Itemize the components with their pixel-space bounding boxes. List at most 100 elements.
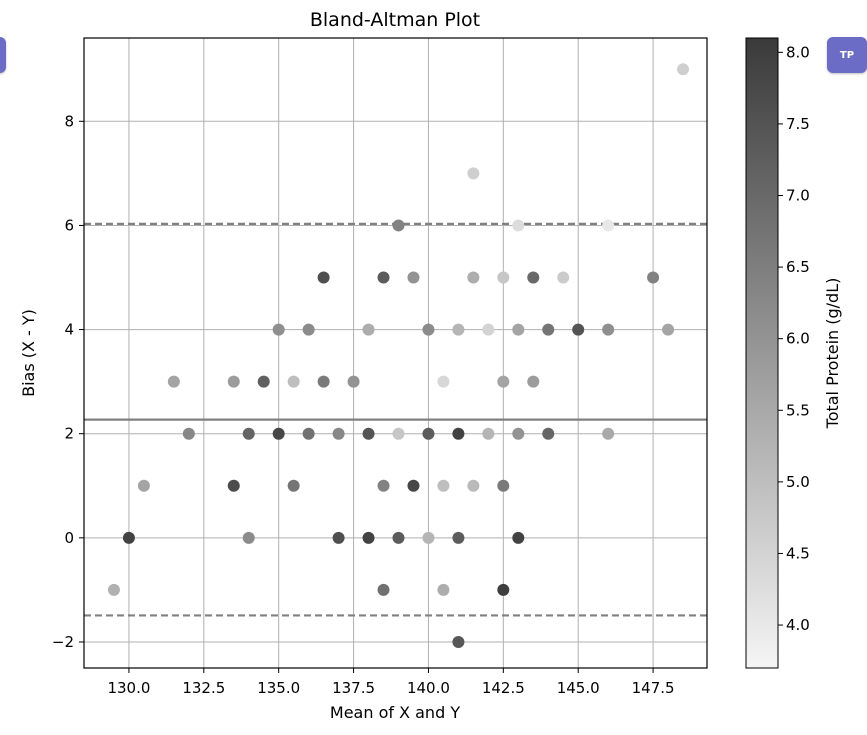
data-point (242, 531, 255, 544)
data-point (437, 479, 450, 492)
x-tick-label: 140.0 (407, 679, 450, 697)
x-tick-label: 135.0 (257, 679, 300, 697)
data-point (347, 375, 360, 388)
data-point (662, 323, 675, 336)
data-point (317, 375, 330, 388)
colorbar-label: Total Protein (g/dL) (823, 278, 842, 430)
x-axis-ticks: 130.0 132.5 135.0 137.5 140.0 142.5 145.0 147.5 (107, 668, 675, 697)
colorbar-ticks: 4.0 4.5 5.0 5.5 6.0 6.5 7.0 7.5 8.0 (778, 43, 810, 634)
data-point (392, 531, 405, 544)
data-point (422, 427, 435, 440)
colorbar-tick-label: 6.0 (786, 330, 810, 348)
data-point (242, 427, 255, 440)
plot-grid (84, 38, 707, 668)
data-point (542, 323, 555, 336)
y-axis-label: Bias (X - Y) (19, 309, 38, 397)
data-point (182, 427, 195, 440)
data-point (602, 219, 615, 232)
data-point (332, 531, 345, 544)
tp-overlay-button-left[interactable]: TP (0, 37, 6, 73)
data-point (557, 271, 570, 284)
data-point (287, 375, 300, 388)
data-point (407, 479, 420, 492)
data-point (602, 427, 615, 440)
y-tick-label: −2 (52, 633, 74, 651)
colorbar-tick-label: 6.5 (786, 258, 810, 276)
data-point (452, 427, 465, 440)
data-point (377, 271, 390, 284)
colorbar-tick-label: 8.0 (786, 43, 810, 61)
data-point (227, 375, 240, 388)
data-point (497, 479, 510, 492)
data-point (482, 323, 495, 336)
chart-title: Bland-Altman Plot (310, 9, 480, 31)
data-point (467, 271, 480, 284)
y-tick-label: 6 (64, 216, 74, 234)
x-axis-label: Mean of X and Y (330, 703, 460, 722)
y-tick-label: 2 (64, 425, 74, 443)
data-point (407, 271, 420, 284)
data-point (362, 323, 375, 336)
plot-frame (83, 37, 708, 669)
data-point (467, 479, 480, 492)
y-tick-label: 4 (64, 321, 74, 339)
data-points (107, 63, 690, 648)
data-point (302, 323, 315, 336)
data-point (317, 271, 330, 284)
data-point (452, 635, 465, 648)
tp-overlay-label-right: TP (839, 49, 855, 61)
data-point (272, 323, 285, 336)
data-point (542, 427, 555, 440)
data-point (512, 531, 525, 544)
data-point (167, 375, 180, 388)
data-point (227, 479, 240, 492)
data-point (272, 427, 285, 440)
data-point (437, 375, 450, 388)
data-point (482, 427, 495, 440)
reference-lines (84, 222, 707, 617)
x-tick-label: 145.0 (557, 679, 600, 697)
data-point (602, 323, 615, 336)
data-point (392, 219, 405, 232)
colorbar-tick-label: 5.0 (786, 473, 810, 491)
data-point (422, 531, 435, 544)
y-tick-label: 8 (64, 112, 74, 130)
data-point (362, 531, 375, 544)
y-tick-label: 0 (64, 529, 74, 547)
x-tick-label: 137.5 (332, 679, 375, 697)
data-point (527, 375, 540, 388)
colorbar-tick-label: 4.0 (786, 616, 810, 634)
data-point (572, 323, 585, 336)
data-point (512, 219, 525, 232)
data-point (452, 531, 465, 544)
data-point (497, 375, 510, 388)
data-point (467, 167, 480, 180)
data-point (377, 479, 390, 492)
colorbar-tick-label: 4.5 (786, 544, 810, 562)
colorbar (745, 37, 779, 669)
data-point (677, 63, 690, 76)
data-point (302, 427, 315, 440)
tp-overlay-button-right[interactable]: TP (827, 37, 867, 73)
data-point (257, 375, 270, 388)
x-tick-label: 130.0 (107, 679, 150, 697)
x-tick-label: 132.5 (182, 679, 225, 697)
data-point (452, 323, 465, 336)
data-point (332, 427, 345, 440)
data-point (137, 479, 150, 492)
data-point (437, 583, 450, 596)
colorbar-tick-label: 5.5 (786, 401, 810, 419)
y-axis-ticks: −2 0 2 4 6 8 (52, 112, 84, 651)
data-point (512, 427, 525, 440)
data-point (287, 479, 300, 492)
colorbar-tick-label: 7.5 (786, 115, 810, 133)
data-point (527, 271, 540, 284)
data-point (392, 427, 405, 440)
x-tick-label: 147.5 (632, 679, 675, 697)
data-point (497, 583, 510, 596)
data-point (377, 583, 390, 596)
data-point (512, 323, 525, 336)
data-point (497, 271, 510, 284)
x-tick-label: 142.5 (482, 679, 525, 697)
